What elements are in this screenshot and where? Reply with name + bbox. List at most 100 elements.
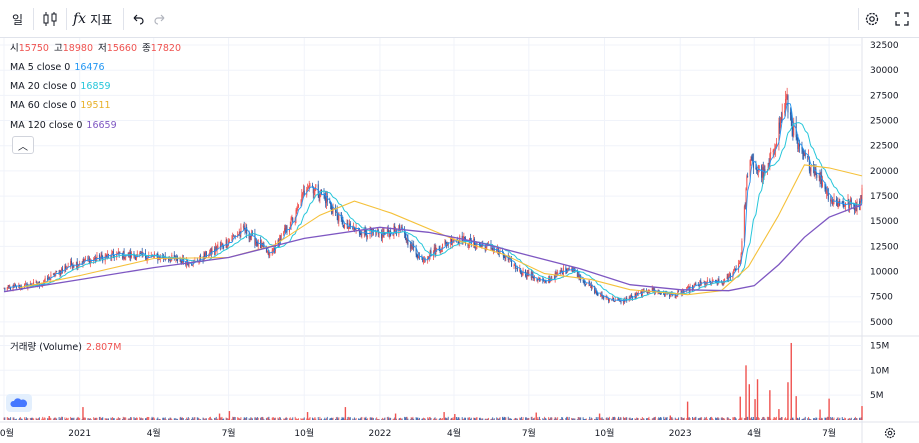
volume-bar (338, 417, 340, 420)
volume-bar (319, 416, 321, 420)
volume-bar (856, 418, 858, 420)
candle-body (545, 280, 547, 283)
candle-body (798, 144, 800, 149)
volume-bar (354, 419, 356, 420)
candle-body (233, 235, 235, 237)
volume-bar (418, 418, 420, 420)
volume-bar (134, 418, 136, 420)
volume-bar (412, 416, 414, 420)
ma5-legend[interactable]: MA 5 close 0 16476 (10, 62, 105, 74)
volume-legend[interactable]: 거래량 (Volume) 2.807M (10, 342, 121, 354)
volume-bar (112, 417, 114, 420)
volume-bar (371, 417, 373, 420)
volume-bar (384, 417, 386, 420)
volume-bar (704, 417, 706, 420)
candle-body (860, 200, 862, 202)
time-tick-label: 7월 (522, 427, 536, 439)
volume-bar (648, 416, 650, 420)
redo-button[interactable] (153, 9, 167, 29)
candle-body (386, 229, 388, 234)
volume-bar (353, 417, 355, 420)
volume-bar (8, 417, 10, 420)
volume-bar (269, 419, 271, 420)
volume-bar (336, 416, 338, 420)
candle-body (775, 146, 777, 150)
volume-bar (298, 418, 300, 420)
candle-body (747, 176, 749, 178)
time-axis[interactable]: 10월 2021 4월 7월 10월 2022 4월 7월 10월 2023 4월 7월 (0, 427, 896, 439)
candle-body (850, 199, 852, 205)
volume-bar (850, 417, 852, 420)
price-chart[interactable]: 5000 7500 10000 12500 15000 17500 20000 22500 25… (0, 38, 919, 443)
volume-bar (202, 417, 204, 420)
volume-bar (752, 418, 754, 420)
candle-body (468, 244, 470, 246)
candle-body (335, 208, 337, 213)
indicators-button[interactable]: fx 지표 (73, 9, 112, 29)
candle-body (706, 280, 708, 282)
volume-bar (717, 417, 719, 420)
volume-bar (262, 417, 264, 420)
candle-body (98, 255, 100, 261)
volume-bar (493, 418, 495, 420)
interval-button[interactable]: 일 (12, 9, 23, 29)
ma20-legend[interactable]: MA 20 close 0 16859 (10, 81, 111, 93)
candle-body (515, 264, 517, 269)
volume-bar (515, 417, 517, 420)
settings-button[interactable] (864, 9, 880, 29)
volume-bar (640, 418, 642, 420)
volume-bar (571, 417, 573, 420)
volume-axis[interactable]: 5M 10M 15M (870, 341, 889, 401)
volume-bar (818, 417, 820, 420)
close-value: 17820 (150, 43, 182, 54)
chart-type-button[interactable] (42, 9, 58, 29)
volume-bar (784, 418, 786, 420)
price-axis[interactable]: 5000 7500 10000 12500 15000 17500 20000 22500 25… (870, 41, 899, 328)
candle-body (249, 236, 251, 239)
volume-bar (826, 416, 828, 420)
ma60-legend[interactable]: MA 60 close 0 19511 (10, 100, 111, 112)
candle-body (215, 246, 217, 251)
candle-body (330, 204, 332, 209)
candle-body (687, 286, 689, 288)
ma120-legend[interactable]: MA 120 close 0 16659 (10, 120, 117, 132)
tradingview-logo[interactable] (6, 394, 32, 412)
volume-bar (727, 417, 729, 420)
candle-body (831, 199, 833, 202)
volume-bar (102, 417, 104, 420)
volume-bar (457, 417, 459, 420)
volume-bar (554, 416, 556, 420)
volume-bar (525, 417, 527, 420)
volume-bar (438, 419, 440, 420)
volume-bar (452, 418, 454, 420)
volume-bar (266, 417, 268, 420)
fullscreen-button[interactable] (895, 9, 909, 29)
candle-body (223, 246, 225, 248)
collapse-legend-button[interactable]: ︿ (12, 136, 34, 154)
candle-body (833, 199, 835, 202)
candle-body (525, 275, 527, 278)
volume-bar (375, 418, 377, 420)
volume-bar (678, 417, 680, 420)
volume-bar (451, 417, 453, 420)
undo-button[interactable] (131, 9, 145, 29)
volume-bar (148, 416, 150, 420)
volume-bar (255, 417, 257, 420)
volume-bar (191, 417, 193, 420)
volume-spike-bar (748, 384, 751, 420)
volume-bar (188, 418, 190, 420)
candle-body (214, 246, 216, 252)
volume-bar (24, 417, 26, 420)
candle-body (318, 195, 320, 198)
candle-body (701, 282, 703, 284)
candle-body (165, 258, 167, 260)
volume-spike-bar (443, 412, 445, 420)
candle-body (678, 291, 680, 293)
volume-bar (58, 417, 60, 420)
volume-spike-bar (669, 415, 672, 420)
volume-label: 거래량 (Volume) (10, 342, 82, 353)
volume-bar (645, 418, 647, 420)
volume-bar (641, 418, 643, 420)
volume-bar (485, 418, 487, 420)
volume-bar (692, 417, 694, 420)
